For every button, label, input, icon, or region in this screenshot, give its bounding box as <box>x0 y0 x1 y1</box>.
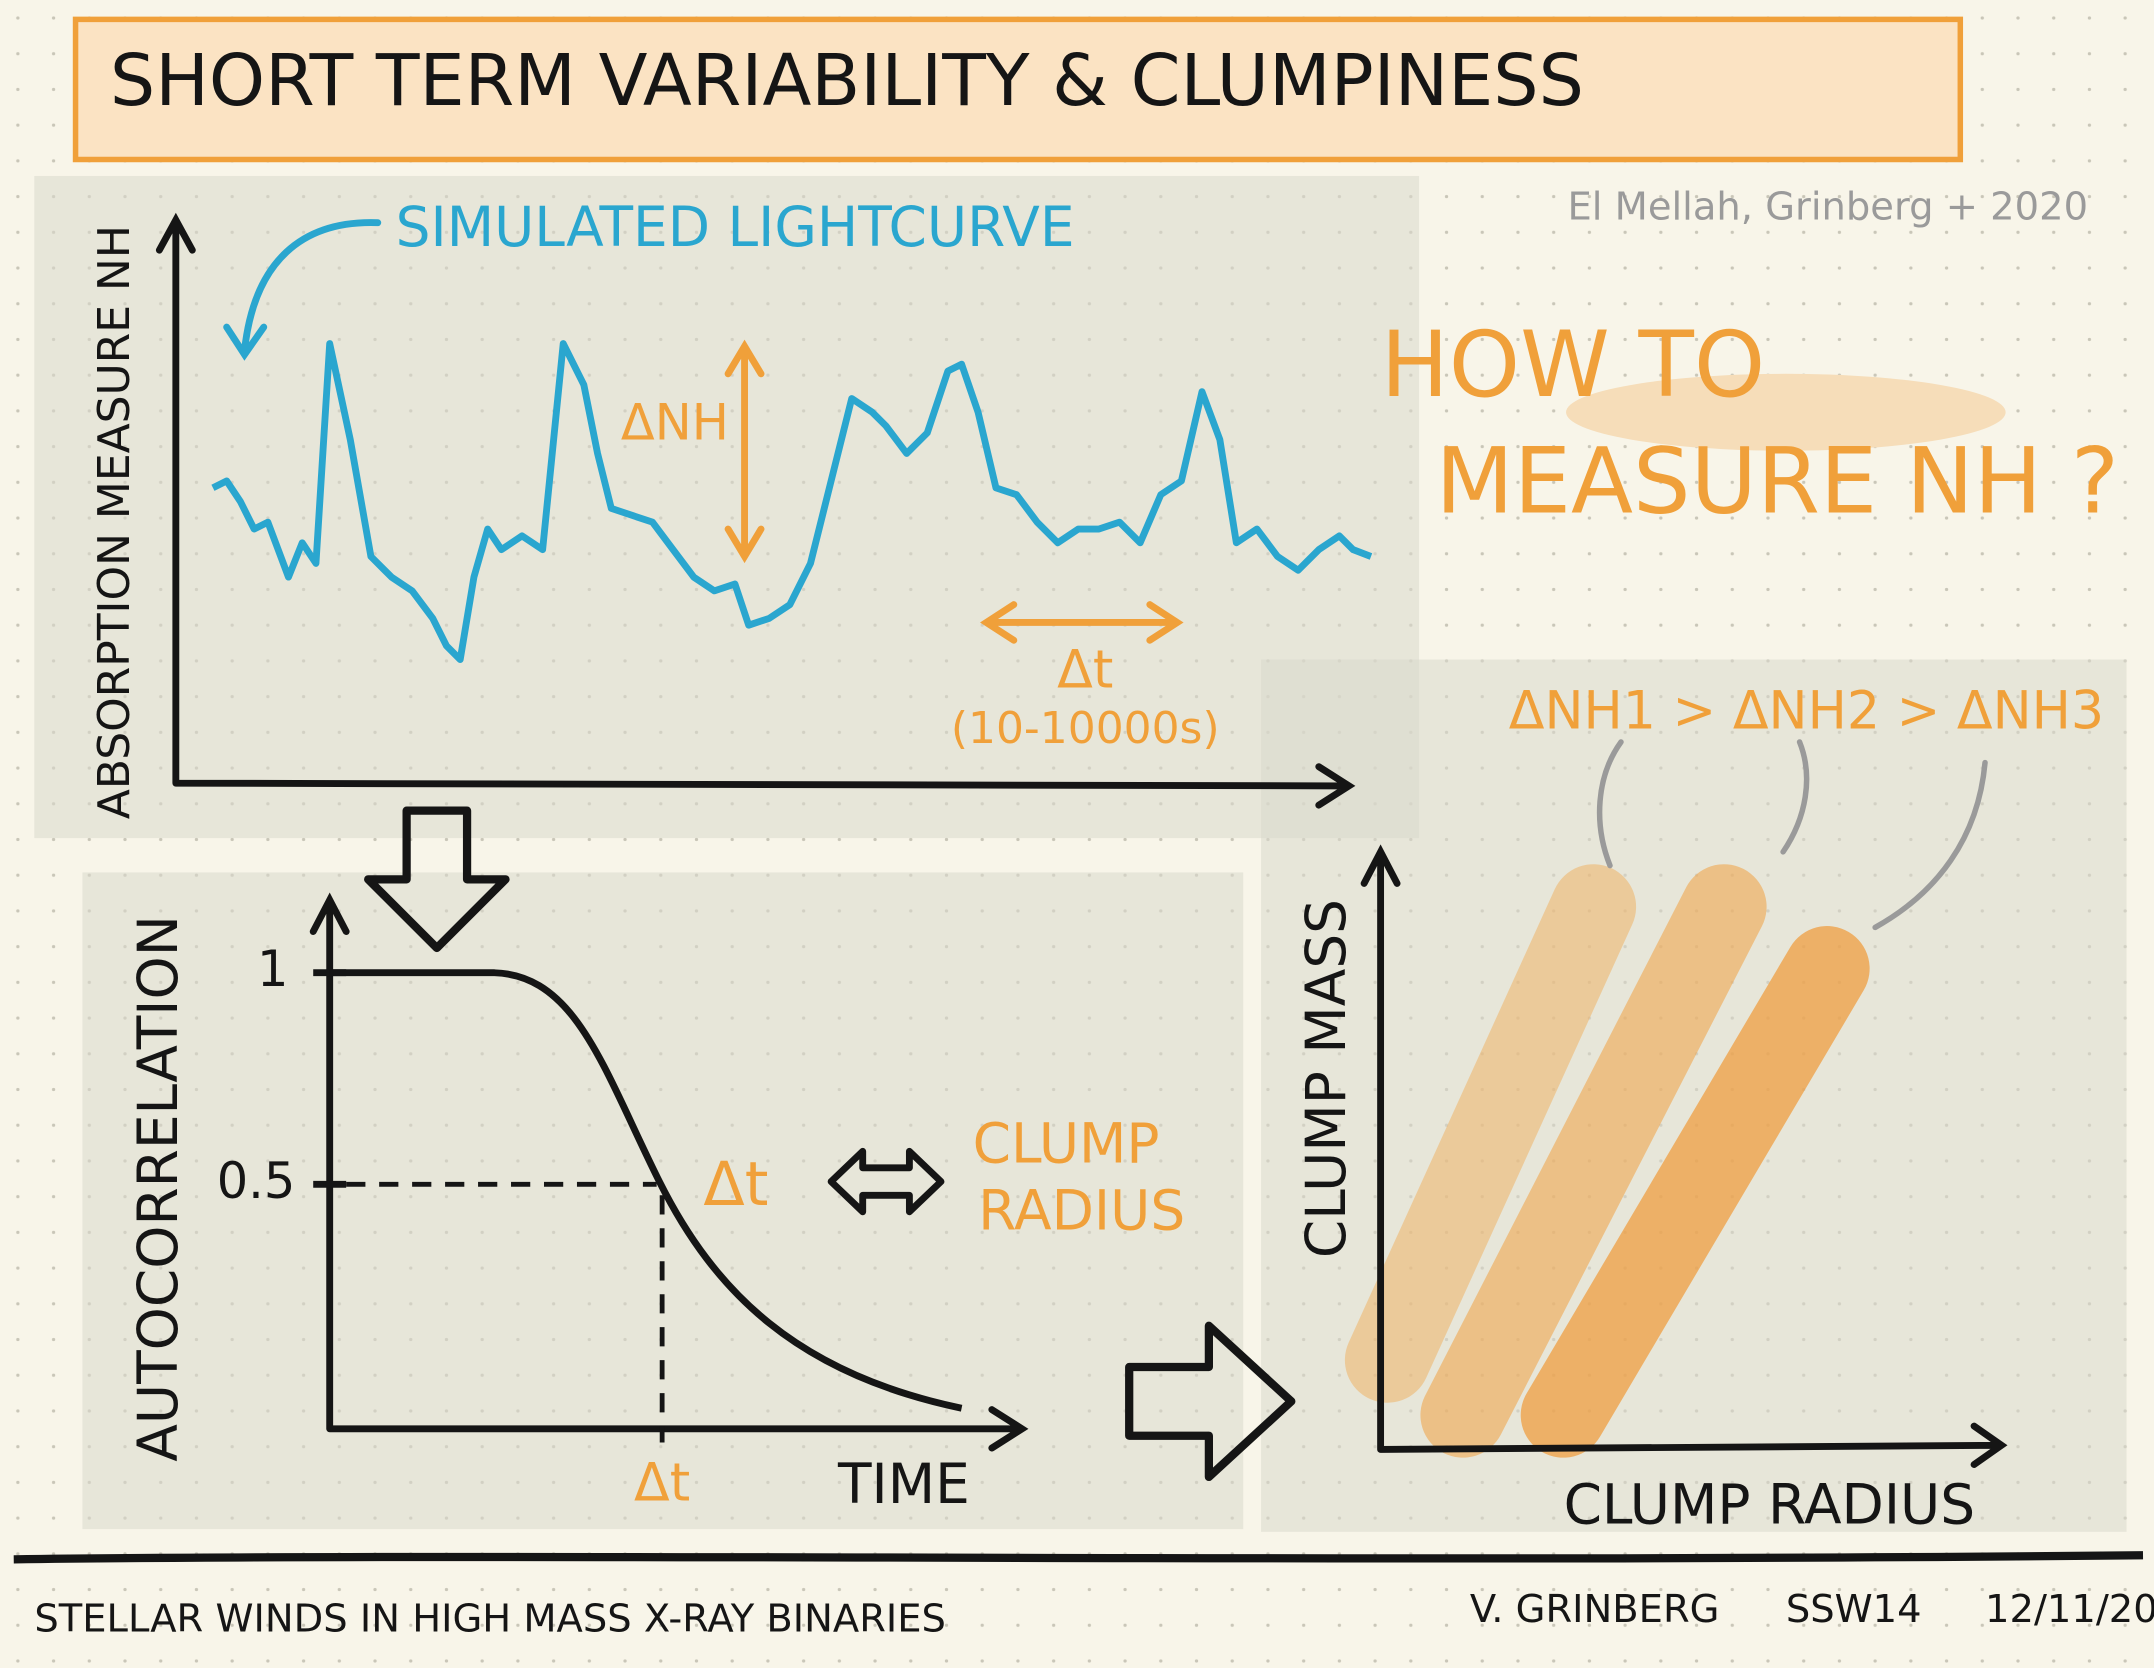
down-arrow <box>364 806 510 953</box>
delta-nh: ΔNH <box>621 394 729 452</box>
relation-line: CLUMP <box>973 1111 1160 1175</box>
clump-band <box>1520 926 1870 1458</box>
footer-topic: STELLAR WINDS IN HIGH MASS X-RAY BINARIE… <box>34 1597 946 1642</box>
delta-t-range: (10-10000s) <box>951 703 1220 754</box>
title: SHORT TERM VARIABILITY & CLUMPINESS <box>110 39 1584 122</box>
clump-y-axis: CLUMP MASS <box>1294 899 1358 1258</box>
autocorrelation-axes <box>309 892 1029 1452</box>
clump-axes <box>1360 844 2008 1468</box>
nh-ordering: ΔNH1 > ΔNH2 > ΔNH3 <box>1509 681 2104 741</box>
tick-half: 0.5 <box>217 1152 296 1210</box>
clump-band <box>1420 864 1767 1458</box>
x-tick: Δt <box>634 1454 690 1514</box>
half-guide <box>346 1181 665 1443</box>
lightcurve-label: SIMULATED LIGHTCURVE <box>396 195 1075 259</box>
delta-t: Δt <box>1057 640 1113 700</box>
lightcurve <box>211 340 1373 663</box>
delta-t-arrow <box>980 601 1184 644</box>
footer-author: V. GRINBERG <box>1470 1587 1720 1632</box>
tick-top: 1 <box>257 940 288 998</box>
question-line: HOW TO <box>1381 313 1766 418</box>
clump-band <box>1344 864 1637 1403</box>
equivalence-arrow <box>827 1147 945 1216</box>
footer-rule <box>13 1551 2144 1564</box>
relation-line: RADIUS <box>978 1179 1185 1243</box>
label-arrow <box>223 219 382 361</box>
delta-nh-arrow <box>724 339 765 564</box>
clump-x-axis: CLUMP RADIUS <box>1564 1473 1976 1537</box>
right-arrow <box>1125 1321 1296 1482</box>
ordering-arrows <box>1596 739 1988 931</box>
lightcurve-axes <box>155 212 1356 809</box>
title-box <box>72 16 1964 163</box>
lightcurve-y-axis: ABSORPTION MEASURE NH <box>89 225 140 819</box>
autocorrelation-y-axis: AUTOCORRELATION <box>126 915 190 1462</box>
highlight <box>1566 373 2006 451</box>
credit: El Mellah, Grinberg + 2020 <box>1567 184 2088 229</box>
footer-date: 12/11/2021 <box>1985 1587 2154 1632</box>
time-label: TIME <box>837 1452 970 1516</box>
delta-t: Δt <box>703 1150 768 1220</box>
question-line: MEASURE NH ? <box>1436 430 2119 535</box>
footer-event: SSW14 <box>1786 1587 1922 1632</box>
autocorrelation-curve <box>329 969 963 1412</box>
